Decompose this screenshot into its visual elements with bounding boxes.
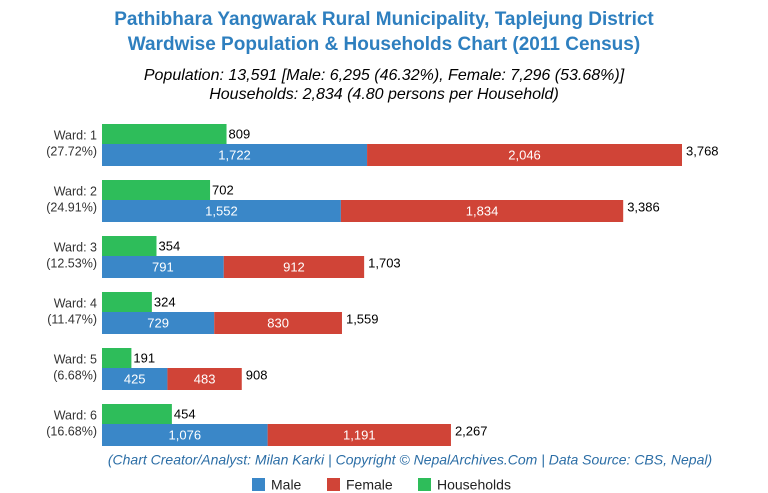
bar <box>102 256 224 278</box>
chart-title: Wardwise Population & Households Chart (… <box>128 34 640 55</box>
value-label: 454 <box>174 406 196 421</box>
value-label: 1,722 <box>218 147 251 162</box>
bar <box>223 256 365 278</box>
bar <box>102 124 227 144</box>
bar <box>102 424 268 446</box>
category-share: (27.72%) <box>46 144 97 158</box>
value-label: 483 <box>194 371 216 386</box>
bar <box>214 312 342 334</box>
value-label: 912 <box>283 259 305 274</box>
value-label: 1,834 <box>466 203 499 218</box>
value-label: 324 <box>154 294 176 309</box>
value-label: 702 <box>212 182 234 197</box>
category-label: Ward: 2 <box>54 184 97 198</box>
value-label: 354 <box>158 238 180 253</box>
legend-swatch <box>252 478 265 491</box>
value-label: 809 <box>229 126 251 141</box>
subtitle: Population: 13,591 [Male: 6,295 (46.32%)… <box>144 67 625 84</box>
subtitle: Households: 2,834 (4.80 persons per Hous… <box>209 86 559 103</box>
bar <box>267 424 451 446</box>
legend-label: Female <box>346 477 393 493</box>
bar <box>102 404 172 424</box>
bar <box>102 180 211 200</box>
value-label: 2,046 <box>508 147 541 162</box>
total-label: 1,703 <box>368 255 401 270</box>
total-label: 908 <box>246 367 268 382</box>
chart-title: Pathibhara Yangwarak Rural Municipality,… <box>114 9 654 30</box>
value-label: 791 <box>152 259 174 274</box>
bar <box>367 144 682 166</box>
value-label: 425 <box>124 371 146 386</box>
category-label: Ward: 3 <box>54 240 97 254</box>
legend-label: Male <box>271 477 302 493</box>
credit: (Chart Creator/Analyst: Milan Karki | Co… <box>108 452 712 468</box>
category-share: (11.47%) <box>47 312 97 326</box>
category-share: (16.68%) <box>46 424 97 438</box>
bar <box>102 236 157 256</box>
value-label: 1,191 <box>343 427 376 442</box>
bar <box>340 200 624 222</box>
total-label: 2,267 <box>455 423 488 438</box>
bar <box>102 144 368 166</box>
bar <box>102 200 341 222</box>
bar <box>102 312 215 334</box>
bar <box>102 348 132 368</box>
bar <box>102 368 168 390</box>
bar <box>167 368 242 390</box>
legend-swatch <box>418 478 431 491</box>
category-label: Ward: 5 <box>54 352 97 366</box>
category-label: Ward: 6 <box>54 408 97 422</box>
value-label: 1,552 <box>205 203 238 218</box>
legend-swatch <box>327 478 340 491</box>
total-label: 3,386 <box>627 199 660 214</box>
legend-label: Households <box>437 477 511 493</box>
category-label: Ward: 1 <box>54 128 97 142</box>
category-share: (12.53%) <box>46 256 97 270</box>
value-label: 830 <box>267 315 289 330</box>
bar <box>102 292 152 312</box>
category-label: Ward: 4 <box>54 296 97 310</box>
category-share: (6.68%) <box>53 368 97 382</box>
total-label: 1,559 <box>346 311 379 326</box>
category-share: (24.91%) <box>46 200 97 214</box>
value-label: 191 <box>133 350 155 365</box>
total-label: 3,768 <box>686 143 719 158</box>
value-label: 1,076 <box>169 427 202 442</box>
value-label: 729 <box>147 315 169 330</box>
